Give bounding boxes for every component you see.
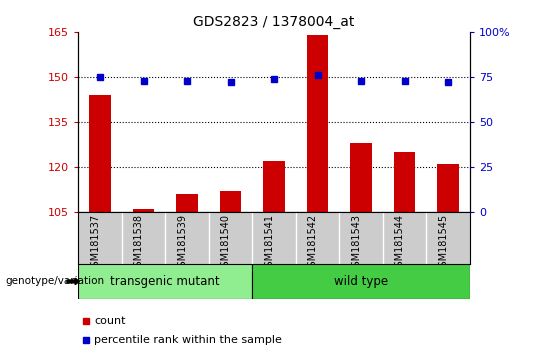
Bar (176, 194, 198, 212)
Title: GDS2823 / 1378004_at: GDS2823 / 1378004_at (193, 16, 355, 29)
Bar (89, 95, 111, 212)
Bar (78, 264, 252, 299)
Text: GSM181543: GSM181543 (351, 214, 361, 273)
Text: GSM181538: GSM181538 (133, 214, 144, 273)
Text: GSM181537: GSM181537 (90, 214, 100, 273)
Bar (252, 264, 470, 299)
Text: transgenic mutant: transgenic mutant (111, 275, 220, 288)
Text: GSM181540: GSM181540 (220, 214, 231, 273)
Text: GSM181541: GSM181541 (264, 214, 274, 273)
Bar (394, 152, 415, 212)
Bar (350, 143, 372, 212)
Bar (437, 164, 459, 212)
Bar (133, 210, 154, 212)
Text: GSM181545: GSM181545 (438, 214, 448, 273)
Text: GSM181539: GSM181539 (177, 214, 187, 273)
Text: GSM181542: GSM181542 (308, 214, 318, 273)
Bar (307, 35, 328, 212)
Text: wild type: wild type (334, 275, 388, 288)
Text: percentile rank within the sample: percentile rank within the sample (94, 335, 282, 345)
Text: count: count (94, 316, 125, 326)
Text: genotype/variation: genotype/variation (5, 276, 105, 286)
Text: GSM181544: GSM181544 (395, 214, 404, 273)
Bar (263, 161, 285, 212)
Bar (220, 191, 241, 212)
